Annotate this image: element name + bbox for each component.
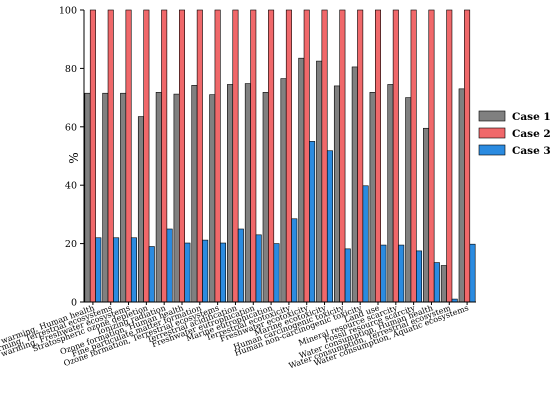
bar-case-3-5 xyxy=(184,242,191,303)
legend: Case 1 Case 2 Case 3 xyxy=(478,110,550,157)
bar-case-2-21 xyxy=(464,9,471,303)
bar-case-1-20 xyxy=(440,265,447,303)
bar-case-1-10 xyxy=(262,92,269,303)
legend-label-3: Case 3 xyxy=(512,145,550,157)
bar-case-1-18 xyxy=(405,97,412,303)
y-axis-title: % xyxy=(67,152,81,163)
bar-case-3-9 xyxy=(255,234,262,303)
legend-label-2: Case 2 xyxy=(512,128,550,140)
bar-case-3-21 xyxy=(469,243,476,303)
bar-case-3-1 xyxy=(113,237,120,303)
y-tick-label-60: 60 xyxy=(65,122,77,133)
bar-case-2-18 xyxy=(410,9,417,303)
bar-case-3-19 xyxy=(433,262,440,303)
bar-case-2-3 xyxy=(143,9,150,303)
axes-layer xyxy=(83,10,476,303)
bar-case-2-11 xyxy=(285,9,292,303)
bar-case-1-12 xyxy=(298,57,305,303)
bar-case-2-4 xyxy=(161,9,168,303)
bar-case-3-10 xyxy=(273,243,280,303)
bar-case-3-8 xyxy=(237,228,244,303)
legend-swatch-1 xyxy=(478,110,506,122)
bar-case-1-3 xyxy=(137,116,144,303)
bar-case-1-21 xyxy=(458,88,465,303)
x-tick-labels: Global warming, Human healthGlobal warmi… xyxy=(0,302,470,371)
bar-case-1-15 xyxy=(351,66,358,303)
bar-case-2-17 xyxy=(392,9,399,303)
bar-case-3-12 xyxy=(309,141,316,303)
bar-case-3-18 xyxy=(416,250,423,303)
bar-case-2-13 xyxy=(321,9,328,303)
bar-case-2-5 xyxy=(179,9,186,303)
bar-case-3-16 xyxy=(380,244,387,303)
bar-case-1-9 xyxy=(244,83,251,303)
bar-case-2-9 xyxy=(250,9,257,303)
bar-case-1-6 xyxy=(191,85,198,303)
bar-case-2-10 xyxy=(268,9,275,303)
y-ticks: 0 20 40 60 80 100 xyxy=(59,6,84,309)
bar-case-3-15 xyxy=(362,185,369,303)
bar-case-1-17 xyxy=(387,84,394,303)
y-tick-label-80: 80 xyxy=(65,64,77,75)
bar-case-3-2 xyxy=(130,237,137,303)
bar-case-2-15 xyxy=(357,9,364,303)
y-tick-label-0: 0 xyxy=(71,298,77,309)
bar-case-3-0 xyxy=(95,237,102,303)
bar-case-1-11 xyxy=(280,78,287,303)
legend-swatch-3 xyxy=(478,144,506,156)
bar-case-3-4 xyxy=(166,228,173,303)
bar-case-3-13 xyxy=(326,150,333,303)
bar-case-2-19 xyxy=(428,9,435,303)
bar-case-1-4 xyxy=(155,92,162,303)
bar-case-3-11 xyxy=(291,218,298,303)
bar-case-3-7 xyxy=(220,242,227,303)
legend-label-1: Case 1 xyxy=(512,111,550,123)
y-tick-label-100: 100 xyxy=(59,6,77,17)
bar-case-3-14 xyxy=(344,248,351,303)
bar-case-2-6 xyxy=(196,9,203,303)
bar-case-3-6 xyxy=(202,239,209,303)
bar-case-1-0 xyxy=(84,92,91,303)
y-tick-label-20: 20 xyxy=(65,239,77,250)
bar-case-1-13 xyxy=(316,60,323,303)
bar-case-2-8 xyxy=(232,9,239,303)
bar-case-1-19 xyxy=(423,127,430,303)
bar-case-3-3 xyxy=(148,246,155,303)
y-tick-label-40: 40 xyxy=(65,181,77,192)
bar-case-1-16 xyxy=(369,92,376,303)
bar-case-1-7 xyxy=(209,94,216,303)
bars-layer xyxy=(84,9,476,303)
bar-case-2-20 xyxy=(446,9,453,303)
bar-case-2-0 xyxy=(89,9,96,303)
bar-case-2-1 xyxy=(107,9,114,303)
bar-case-1-2 xyxy=(120,92,127,303)
bar-case-1-5 xyxy=(173,93,180,303)
bar-case-1-14 xyxy=(333,85,340,303)
bar-case-3-17 xyxy=(398,244,405,303)
legend-swatch-2 xyxy=(478,127,506,139)
bar-case-2-7 xyxy=(214,9,221,303)
bar-case-2-2 xyxy=(125,9,132,303)
bar-case-1-1 xyxy=(102,92,109,303)
bar-case-1-8 xyxy=(227,84,234,303)
bar-case-2-12 xyxy=(303,9,310,303)
bar-case-2-16 xyxy=(374,9,381,303)
bar-case-2-14 xyxy=(339,9,346,303)
